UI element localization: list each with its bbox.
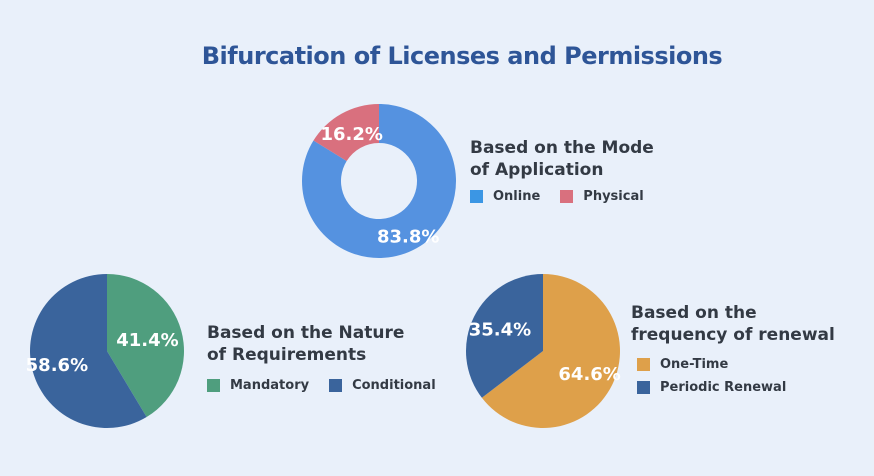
legend-item-conditional: Conditional: [329, 378, 436, 393]
legend-item-periodic-renewal: Periodic Renewal: [637, 380, 786, 395]
mode-heading-line-2: of Application: [470, 160, 604, 180]
legend-label-periodic-renewal: Periodic Renewal: [660, 380, 787, 395]
mode-of-application-donut: 83.8% 16.2%: [302, 104, 457, 258]
renewal-heading: Based on the frequency of renewal: [631, 302, 835, 346]
mode-heading: Based on the Mode of Application: [470, 137, 654, 181]
nature-legend: Mandatory Conditional: [207, 378, 436, 393]
legend-label-physical: Physical: [583, 189, 644, 204]
legend-label-mandatory: Mandatory: [230, 378, 310, 393]
legend-label-one-time: One-Time: [660, 357, 729, 372]
legend-swatch-physical: [560, 190, 574, 203]
slice-mandatory: [107, 274, 184, 418]
slice-online: [302, 104, 457, 258]
legend-item-online: Online: [470, 189, 540, 204]
slice-label-mandatory: 41.4%: [116, 330, 178, 351]
legend-label-conditional: Conditional: [352, 378, 436, 393]
legend-swatch-online: [470, 190, 483, 203]
slice-one-time: [481, 274, 620, 428]
slice-periodic-renewal: [465, 274, 543, 398]
slice-label-physical: 16.2%: [320, 124, 382, 145]
renewal-heading-line-1: Based on the: [631, 303, 757, 323]
legend-swatch-conditional: [329, 379, 343, 392]
legend-label-online: Online: [493, 189, 541, 204]
slice-label-conditional: 58.6%: [26, 355, 88, 376]
slice-physical: [313, 104, 379, 162]
legend-swatch-periodic-renewal: [637, 381, 650, 394]
legend-item-mandatory: Mandatory: [207, 378, 309, 393]
page-title: Bifurcation of Licenses and Permissions: [201, 42, 723, 70]
nature-heading-line-1: Based on the Nature: [207, 323, 405, 343]
legend-swatch-mandatory: [207, 379, 220, 392]
legend-item-one-time: One-Time: [637, 357, 786, 372]
slice-conditional: [29, 274, 147, 428]
renewal-heading-line-2: frequency of renewal: [631, 325, 835, 345]
nature-heading: Based on the Nature of Requirements: [207, 322, 404, 366]
mode-legend: Online Physical: [470, 189, 644, 204]
renewal-legend: One-Time Periodic Renewal: [637, 357, 786, 395]
slice-label-online: 83.8%: [377, 226, 439, 247]
frequency-of-renewal-pie: 64.6% 35.4%: [465, 274, 621, 428]
slice-label-periodic-renewal: 35.4%: [469, 320, 531, 341]
legend-swatch-one-time: [637, 358, 650, 371]
mode-heading-line-1: Based on the Mode: [470, 138, 654, 158]
nature-heading-line-2: of Requirements: [207, 345, 367, 365]
nature-of-requirements-pie: 41.4% 58.6%: [26, 274, 184, 428]
legend-item-physical: Physical: [560, 189, 644, 204]
slice-label-one-time: 64.6%: [558, 364, 620, 385]
